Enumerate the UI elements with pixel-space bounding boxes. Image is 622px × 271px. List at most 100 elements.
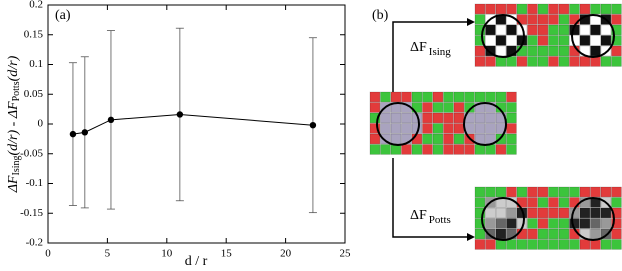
cell — [600, 218, 612, 229]
cell — [390, 123, 402, 134]
cell — [390, 133, 402, 145]
cell — [611, 35, 622, 46]
cell — [579, 56, 591, 67]
x-tick-label: 25 — [340, 248, 352, 260]
cell — [506, 91, 517, 103]
panel-label: (a) — [55, 8, 71, 23]
potts-label: ΔF Potts — [410, 208, 451, 225]
arrow-head — [467, 18, 475, 26]
cell — [548, 239, 559, 250]
cell — [527, 45, 538, 57]
cell — [506, 56, 517, 67]
cell — [569, 3, 580, 15]
x-tick-label: 15 — [221, 248, 233, 260]
cell — [474, 35, 486, 46]
cell — [506, 218, 517, 229]
cluster — [481, 197, 525, 241]
cell — [495, 186, 507, 198]
cell — [569, 56, 580, 67]
cell — [600, 45, 612, 57]
cell — [569, 239, 580, 250]
point — [309, 121, 317, 129]
y-tick-label: -0.05 — [20, 147, 43, 159]
cell — [527, 3, 538, 15]
cell — [495, 24, 507, 36]
cell — [527, 24, 538, 36]
sub: Potts — [429, 214, 451, 226]
cell — [590, 239, 601, 250]
y-tick-label: 0 — [38, 118, 44, 130]
y-tick-label: -0.1 — [26, 177, 43, 189]
cell — [548, 3, 559, 15]
cell — [401, 112, 412, 124]
cell — [590, 35, 601, 46]
cell — [443, 91, 454, 103]
cell — [579, 186, 591, 198]
cell — [548, 218, 559, 229]
cell — [485, 91, 496, 103]
cell — [474, 45, 486, 57]
cell — [611, 186, 622, 198]
cell — [474, 24, 486, 36]
cell — [527, 218, 538, 229]
cell — [474, 186, 486, 198]
cell — [600, 56, 612, 67]
cell — [558, 45, 570, 57]
cell — [558, 218, 570, 229]
cell — [495, 56, 507, 67]
cell — [485, 112, 496, 124]
cell — [390, 144, 402, 155]
cell — [485, 144, 496, 155]
cell — [548, 186, 559, 198]
cell — [527, 239, 538, 250]
cell — [495, 144, 507, 155]
cell — [600, 35, 612, 46]
cell — [537, 197, 549, 208]
cell — [380, 123, 391, 134]
cell — [369, 91, 381, 103]
cell — [611, 218, 622, 229]
cell — [590, 207, 601, 219]
cell — [527, 186, 538, 198]
cell — [506, 133, 517, 145]
cell — [611, 56, 622, 67]
cell — [495, 45, 507, 57]
cell — [422, 112, 433, 124]
cell — [485, 24, 496, 36]
ylabel-part: (d/r) — [6, 55, 21, 81]
x-tick-label: 0 — [45, 248, 51, 260]
cell — [558, 197, 570, 208]
ylabel-sub: Ising — [11, 156, 22, 176]
cell — [590, 56, 601, 67]
cell — [590, 45, 601, 57]
ising-label: ΔF Ising — [410, 40, 451, 57]
cell — [600, 228, 612, 240]
y-axis-label: ΔFIsing(d/r) - ΔFPotts(d/r) — [6, 55, 22, 193]
cell — [537, 239, 549, 250]
cell — [548, 197, 559, 208]
cell — [579, 3, 591, 15]
cell — [506, 186, 517, 198]
cell — [579, 239, 591, 250]
cell — [453, 123, 465, 134]
cluster — [376, 102, 420, 146]
cell — [443, 102, 454, 113]
x-tick-label: 10 — [161, 248, 173, 260]
cell — [401, 91, 412, 103]
y-tick-label: 0.1 — [29, 58, 43, 70]
cell — [558, 56, 570, 67]
point — [81, 129, 89, 136]
cell — [485, 45, 496, 57]
cell — [516, 239, 528, 250]
cell — [485, 239, 496, 250]
cell — [506, 239, 517, 250]
cell — [590, 186, 601, 198]
cell — [401, 123, 412, 134]
x-tick-label: 5 — [105, 248, 111, 260]
y-tick-label: 0.2 — [29, 0, 43, 11]
cell — [495, 3, 507, 15]
cell — [495, 35, 507, 46]
cell — [527, 207, 538, 219]
dF: ΔF — [410, 40, 427, 55]
x-axis-label: d / r — [185, 254, 208, 269]
